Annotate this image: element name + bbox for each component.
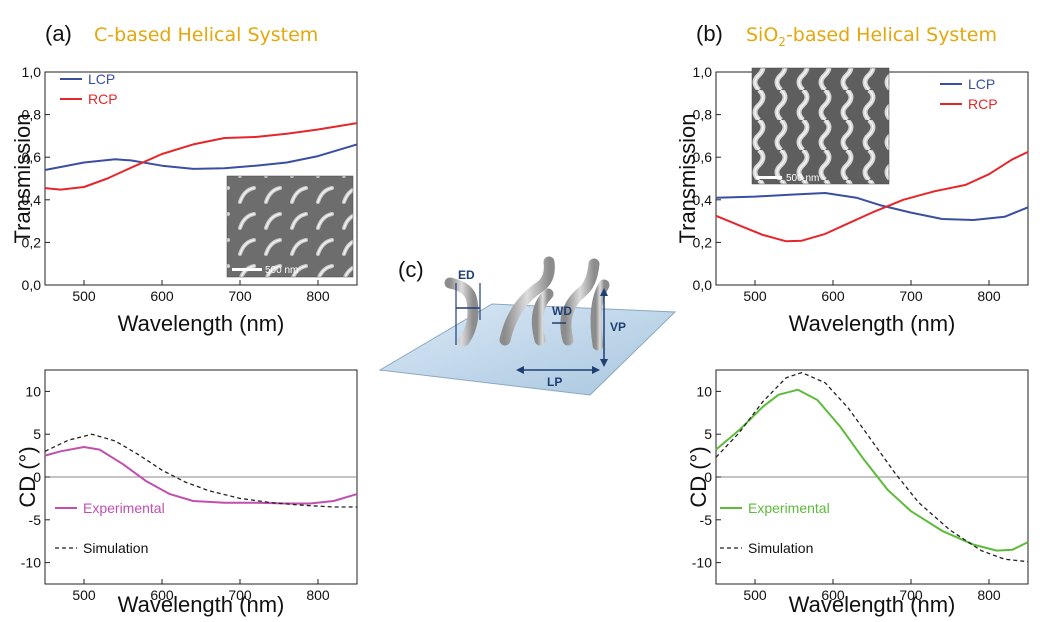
series-line-experimental: [715, 388, 1029, 552]
y-tick-label: 0,8: [693, 107, 713, 123]
helix-5: [590, 279, 610, 351]
x-tick-label: 700: [228, 288, 252, 304]
y-axis-label: CD (°): [15, 446, 40, 507]
x-tick-label: 600: [150, 587, 174, 603]
x-axis-label: Wavelength (nm): [789, 592, 956, 617]
ed-label: ED: [458, 268, 475, 282]
y-tick-label: -5: [700, 512, 713, 528]
y-tick-label: 0,6: [22, 149, 42, 165]
legend-label: Simulation: [748, 540, 813, 556]
x-tick-label: 700: [899, 587, 923, 603]
chart-a-cd: 500 600 700 800 -10 -5 0 5 10 Wavelength (nm) CD (…: [15, 369, 358, 617]
series-line-simulation: [44, 433, 357, 508]
y-tick-label: 0,4: [22, 192, 42, 208]
chart-b-transmission: 500 600 700 800 0,0 0,2 0,4 0,6 0,8 1,0 Wavelength…: [675, 64, 1029, 336]
y-tick-label: 0: [704, 469, 712, 485]
y-tick-label: 0,0: [693, 277, 713, 293]
legend-label: Experimental: [748, 500, 830, 516]
y-tick-label: 5: [33, 426, 41, 442]
legend-label: Experimental: [83, 500, 165, 516]
panel-c-label: (c): [398, 257, 424, 282]
panel-b-label: (b): [696, 21, 723, 46]
y-tick-label: 0,6: [693, 149, 713, 165]
x-tick-label: 600: [821, 587, 845, 603]
helix-3: [531, 288, 554, 346]
sem-inset-b: 500 nm: [751, 67, 890, 185]
helix-schematic: ED WD VP LP: [378, 256, 677, 396]
x-tick-label: 500: [72, 587, 96, 603]
legend-label: Simulation: [83, 540, 148, 556]
legend-label: LCP: [968, 76, 995, 92]
helix-1: [444, 277, 479, 347]
series-line-simulation: [715, 371, 1029, 563]
y-tick-label: -10: [692, 555, 712, 571]
x-tick-label: 700: [899, 288, 923, 304]
x-tick-label: 800: [306, 587, 330, 603]
x-tick-label: 800: [306, 288, 330, 304]
y-tick-label: 1,0: [693, 64, 713, 80]
y-tick-label: 1,0: [22, 64, 42, 80]
panel-a-label: (a): [45, 21, 72, 46]
x-axis-label: Wavelength (nm): [118, 592, 285, 617]
y-axis-label: Transmission: [10, 114, 35, 244]
sem-inset-a: 500 nm: [226, 175, 354, 278]
plot-frame: [44, 71, 358, 286]
series-line-lcp: [44, 143, 358, 171]
x-axis-label: Wavelength (nm): [789, 311, 956, 336]
y-tick-label: -10: [21, 555, 41, 571]
y-tick-label: -5: [29, 512, 42, 528]
series-line-rcp: [44, 122, 358, 191]
substrate-plate: [378, 303, 677, 396]
x-tick-label: 500: [743, 587, 767, 603]
legend-label: RCP: [88, 91, 118, 107]
y-axis-label: CD (°): [686, 446, 711, 507]
y-tick-label: 0,4: [693, 192, 713, 208]
scale-label-b: 500 nm: [786, 173, 819, 184]
x-tick-label: 700: [228, 587, 252, 603]
y-tick-label: 0,2: [22, 234, 42, 250]
x-axis-label: Wavelength (nm): [118, 311, 285, 336]
legend-label: LCP: [88, 71, 115, 87]
y-tick-label: 10: [696, 383, 712, 399]
y-tick-label: 10: [25, 383, 41, 399]
x-tick-label: 500: [743, 288, 767, 304]
x-tick-label: 800: [977, 288, 1001, 304]
y-axis-label: Transmission: [675, 114, 700, 244]
wd-label: WD: [552, 304, 572, 318]
x-tick-label: 800: [977, 587, 1001, 603]
scale-bar-b: [756, 176, 782, 179]
vp-label: VP: [610, 320, 626, 334]
panel-b-title: SiO2-based Helical System: [746, 24, 997, 49]
y-tick-label: 0,0: [22, 277, 42, 293]
y-tick-label: 0,2: [693, 234, 713, 250]
chart-a-transmission: 500 600 700 800 0,0 0,2 0,4 0,6 0,8 1,0 Wavelength…: [10, 64, 358, 336]
x-tick-label: 500: [72, 288, 96, 304]
panel-a-title: C-based Helical System: [94, 24, 318, 46]
legend-label: RCP: [968, 96, 998, 112]
lp-label: LP: [547, 375, 562, 389]
y-tick-label: 0: [33, 469, 41, 485]
x-tick-label: 600: [821, 288, 845, 304]
helix-2: [499, 256, 555, 346]
series-line-rcp: [715, 150, 1029, 243]
chart-b-cd: 500 600 700 800 -10 -5 0 5 10 Wavelength (nm) CD (…: [686, 369, 1029, 617]
y-tick-label: 5: [704, 426, 712, 442]
x-tick-label: 600: [150, 288, 174, 304]
series-line-experimental: [44, 446, 358, 505]
series-line-lcp: [715, 192, 1029, 221]
scale-bar-a: [232, 268, 262, 271]
y-tick-label: 0,8: [22, 107, 42, 123]
scale-label-a: 500 nm: [265, 265, 298, 276]
